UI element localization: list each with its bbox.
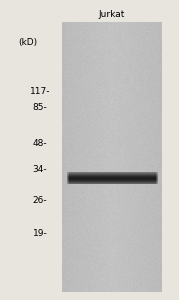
Text: (kD): (kD)	[18, 38, 38, 47]
Text: 117-: 117-	[30, 87, 50, 96]
Text: 34-: 34-	[33, 165, 47, 174]
Text: Jurkat: Jurkat	[99, 10, 125, 19]
Text: 19-: 19-	[33, 229, 47, 238]
Bar	[62, 22, 162, 292]
Text: 48-: 48-	[33, 140, 47, 148]
Text: 26-: 26-	[33, 196, 47, 205]
Text: 85-: 85-	[33, 103, 47, 112]
